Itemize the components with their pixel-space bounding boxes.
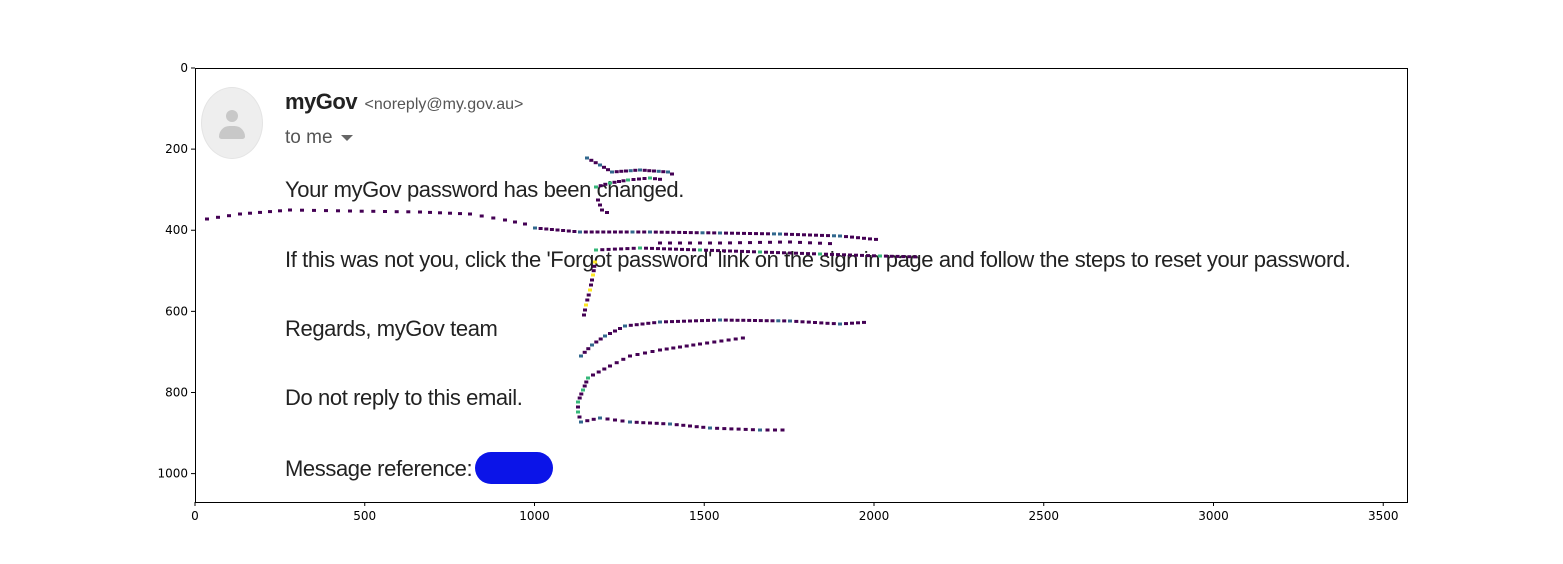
axes-frame	[195, 68, 1408, 503]
y-tick-label: 200	[165, 142, 188, 156]
redaction-mark	[475, 452, 554, 484]
y-tick-label: 1000	[157, 467, 188, 481]
y-tick-label: 800	[165, 385, 188, 399]
y-tick-label: 400	[165, 223, 188, 237]
x-tick-label: 2500	[1028, 509, 1059, 523]
x-tick-label: 3500	[1368, 509, 1399, 523]
body-line-instructions: If this was not you, click the 'Forgot p…	[285, 247, 1351, 272]
x-tick-label: 0	[191, 509, 199, 523]
y-axis: 0 200 400 600 800 1000	[157, 61, 195, 481]
sender-line: myGov <noreply@my.gov.au>	[285, 89, 523, 115]
body-line-regards: Regards, myGov team	[285, 316, 498, 341]
x-tick-label: 500	[353, 509, 376, 523]
avatar-head	[226, 110, 238, 122]
recipient-line: to me	[285, 127, 353, 149]
reference-label: Message reference:	[285, 455, 473, 481]
email-image: myGov <noreply@my.gov.au> to me Your myG…	[196, 69, 1407, 502]
x-axis: 0 500 1000 1500 2000 2500 3000 3500	[191, 502, 1399, 523]
recipient-label: to me	[285, 127, 333, 148]
sender-name: myGov	[285, 89, 358, 114]
body-line-reference: Message reference:	[285, 452, 554, 486]
chevron-down-icon	[340, 134, 353, 141]
y-tick-label: 0	[180, 61, 188, 75]
sender-email: <noreply@my.gov.au>	[364, 96, 524, 113]
body-line-changed: Your myGov password has been changed.	[285, 177, 684, 202]
x-tick-label: 3000	[1198, 509, 1229, 523]
person-icon	[201, 87, 263, 159]
y-tick-label: 600	[165, 304, 188, 318]
x-tick-label: 1500	[689, 509, 720, 523]
x-tick-label: 2000	[859, 509, 890, 523]
avatar-body	[219, 126, 245, 139]
x-tick-label: 1000	[519, 509, 550, 523]
body-line-noreply: Do not reply to this email.	[285, 385, 523, 410]
